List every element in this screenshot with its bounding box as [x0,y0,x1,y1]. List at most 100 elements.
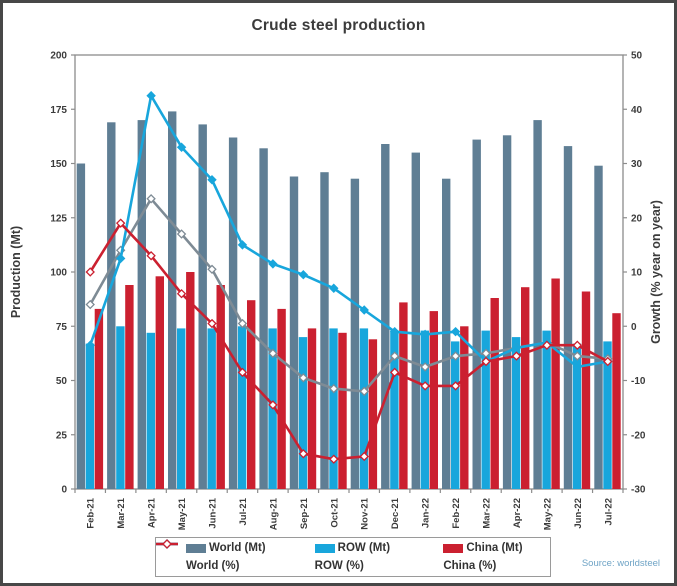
marker-diamond [450,351,461,361]
y-right-axis-title: Growth (% year on year) [649,200,663,344]
marker-diamond [268,348,278,359]
marker-diamond [115,218,126,228]
legend-label: China (Mt) [466,542,523,554]
bar-worldmt [289,176,299,489]
y-left-tick-label: 125 [50,213,67,224]
bar-chinamt [612,313,621,489]
legend-item-chinamt: China (Mt) [417,542,546,554]
marker-diamond [298,269,309,280]
bar-rowmt [359,328,369,489]
marker-diamond [420,381,430,391]
bar-chinamt [368,339,378,489]
bar-worldmt [76,163,86,489]
bar-chinamt [521,287,530,489]
marker-diamond [389,351,400,361]
bar-rowmt [451,341,460,489]
y-left-tick-label: 50 [56,376,68,387]
bar-worldmt [107,122,116,490]
legend-item-rowmt: ROW (Mt) [289,542,418,554]
bar-chinamt [216,285,225,489]
y-right-tick-label: -30 [631,485,646,496]
x-tick-label: Sep-21 [299,497,310,529]
marker-diamond [146,251,156,261]
x-tick-label: Dec-21 [390,497,401,529]
x-tick-label: Nov-21 [360,497,371,529]
x-tick-label: Jun-21 [208,497,219,528]
bar-rowmt [85,343,95,489]
x-tick-label: Jul-21 [238,497,249,525]
marker-diamond [237,240,248,250]
marker-diamond [572,362,583,372]
marker-diamond [85,340,95,350]
bar-rowmt [298,337,308,489]
bar-chinamt [125,285,134,489]
legend-item-world: World (%) [156,539,289,572]
bar-chinamt [429,311,438,489]
legend-label: ROW (Mt) [337,542,391,554]
y-left-tick-label: 75 [56,322,68,333]
bar-chinamt [460,326,469,490]
x-tick-label: Jul-22 [603,498,614,525]
bar-worldmt [594,165,603,489]
marker-diamond [146,90,156,101]
marker-diamond [146,194,156,204]
line-world [89,197,608,393]
x-tick-label: Feb-21 [86,497,97,528]
bar-chinamt [338,332,347,489]
chart-title: Crude steel production [251,17,426,34]
bar-worldmt [228,137,238,489]
bar-chinamt [247,300,256,489]
bar-worldmt [502,135,512,490]
marker-diamond [359,451,369,462]
legend-item-china: China (%) [156,539,546,572]
y-right-tick-label: 10 [631,268,643,279]
marker-diamond [268,400,278,410]
marker-diamond [207,318,217,329]
y-left-tick-label: 100 [50,268,67,279]
bar-worldmt [381,144,390,489]
marker-diamond [207,175,217,185]
bar-worldmt [168,111,177,490]
x-tick-label: Mar-21 [116,497,127,528]
x-tick-label: Feb-22 [451,498,462,529]
bar-rowmt [420,330,429,489]
source-note: Source: worldsteel [581,558,660,569]
legend-label: China (%) [443,560,497,572]
x-tick-label: Apr-21 [147,497,158,528]
y-right-tick-label: 30 [631,159,643,170]
marker-diamond [176,229,187,239]
marker-diamond [115,253,126,264]
bar-worldmt [472,139,481,489]
legend-label: World (Mt) [209,542,266,554]
y-right-tick-label: -20 [631,430,646,441]
x-tick-label: Apr-22 [512,498,523,528]
y-right-tick-label: 50 [631,51,643,62]
bar-rowmt [481,330,490,489]
marker-diamond [420,329,430,340]
y-left-tick-label: 200 [50,51,67,62]
marker-diamond [572,351,583,361]
x-tick-label: Oct-21 [329,497,340,527]
marker-diamond [329,283,339,293]
marker-diamond [85,299,95,310]
legend-line-swatch [156,539,178,549]
marker-diamond [207,264,217,275]
bar-chinamt [490,298,499,489]
bar-rowmt [146,332,155,489]
legend-item-row: ROW (%) [156,539,418,572]
y-left-tick-label: 25 [56,430,68,441]
x-tick-label: May-21 [177,497,188,530]
marker-diamond [329,454,339,464]
bar-worldmt [259,148,268,490]
legend-bar-swatch [186,543,206,553]
marker-diamond [420,362,430,372]
y-right-tick-label: 40 [631,105,643,116]
bar-worldmt [442,178,451,489]
marker-diamond [329,383,339,394]
marker-diamond [298,373,309,383]
marker-diamond [268,259,278,269]
bar-worldmt [320,172,329,489]
y-right-tick-label: 20 [631,213,643,224]
bar-worldmt [411,152,420,489]
bar-rowmt [390,330,399,489]
